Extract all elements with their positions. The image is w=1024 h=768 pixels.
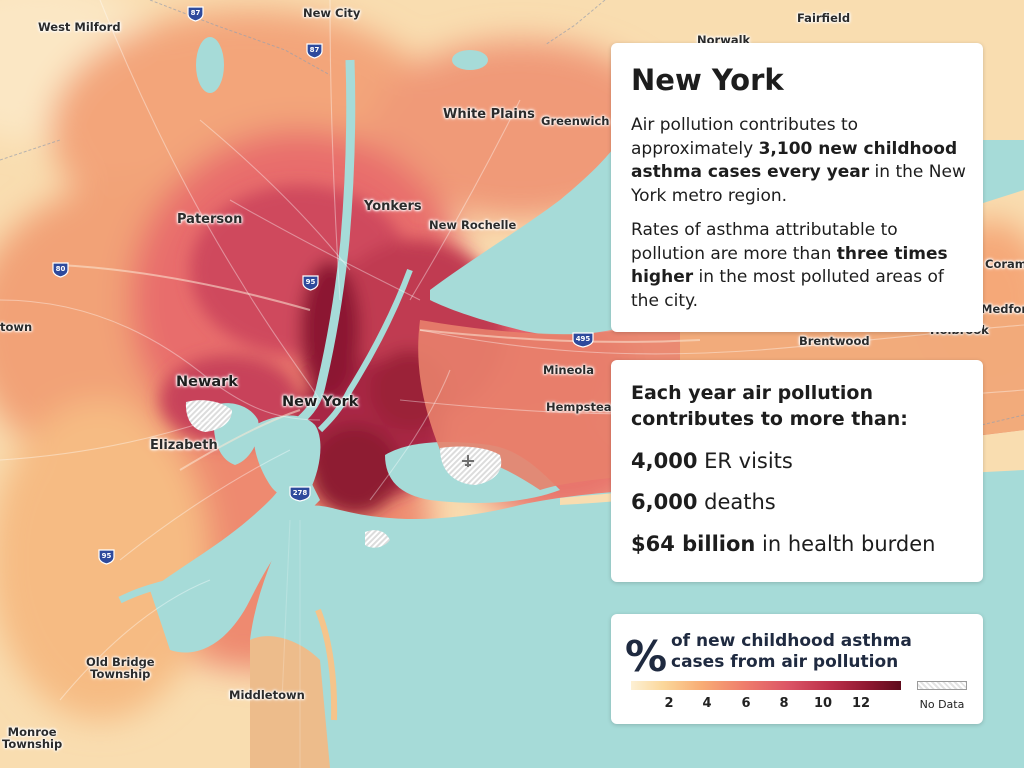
airport-icon xyxy=(462,455,474,467)
place-label-medford: Medford xyxy=(981,302,1024,316)
stat-health-burden: $64 billion in health burden xyxy=(631,532,936,556)
info-card: New York Air pollution contributes to ap… xyxy=(611,43,983,332)
legend-tick: 8 xyxy=(779,696,789,711)
highway-shield-icon: 87 xyxy=(187,5,204,22)
place-label-white-plains: White Plains xyxy=(443,107,535,122)
place-label-coram: Coram xyxy=(985,257,1024,271)
place-label-old-bridge: Old Bridge Township xyxy=(86,655,155,682)
legend-card: % of new childhood asthma cases from air… xyxy=(611,614,983,724)
no-data-swatch xyxy=(917,681,967,690)
sandy-hook xyxy=(315,608,338,721)
place-label-edge-town: town xyxy=(0,320,33,334)
info-paragraph-2: Rates of asthma attributable to pollutio… xyxy=(631,220,948,311)
place-label-west-milford: West Milford xyxy=(38,20,121,34)
legend-color-scale xyxy=(631,681,901,690)
highway-shield-icon: 95 xyxy=(302,274,319,291)
stat-er-visits: 4,000 ER visits xyxy=(631,449,793,473)
highway-shield-icon: 87 xyxy=(306,42,323,59)
legend-description: of new childhood asthma cases from air p… xyxy=(671,631,912,672)
place-label-monroe: Monroe Township xyxy=(2,725,63,752)
stats-heading: Each year air pollution contributes to m… xyxy=(631,382,908,430)
place-label-mineola: Mineola xyxy=(543,363,594,377)
highway-shield-icon: 80 xyxy=(52,261,69,278)
raritan-river xyxy=(118,576,181,604)
legend-tick: 2 xyxy=(664,696,674,711)
legend-tick: 10 xyxy=(813,696,833,711)
reservoir xyxy=(196,37,224,93)
place-label-brentwood: Brentwood xyxy=(799,334,870,348)
place-label-new-rochelle: New Rochelle xyxy=(429,218,517,232)
highway-shield-icon: 95 xyxy=(98,548,115,565)
no-data-label: No Data xyxy=(919,698,965,711)
upper-bay xyxy=(253,415,321,497)
place-label-new-city: New City xyxy=(303,6,361,20)
legend-tick: 6 xyxy=(741,696,751,711)
card-title: New York xyxy=(631,63,784,97)
place-label-middletown: Middletown xyxy=(229,688,305,702)
place-label-yonkers: Yonkers xyxy=(364,199,422,214)
stats-card: Each year air pollution contributes to m… xyxy=(611,360,983,582)
east-river xyxy=(317,268,413,433)
place-label-greenwich: Greenwich xyxy=(541,114,610,128)
major-roads xyxy=(59,264,701,471)
boundaries xyxy=(0,0,1024,431)
reservoir xyxy=(452,50,488,70)
place-label-paterson: Paterson xyxy=(177,212,243,227)
no-data-area xyxy=(185,400,232,432)
highway-shield-icon: 278 xyxy=(289,485,311,502)
stat-deaths: 6,000 deaths xyxy=(631,490,776,514)
legend-tick: 12 xyxy=(851,696,871,711)
lower-bay xyxy=(150,460,320,653)
place-label-newark: Newark xyxy=(176,374,238,390)
no-data-area xyxy=(365,530,390,548)
place-label-new-york: New York xyxy=(282,394,359,410)
hudson-river xyxy=(286,59,356,434)
place-label-hempstead: Hempstead xyxy=(546,400,620,414)
legend-tick: 4 xyxy=(702,696,712,711)
place-label-fairfield: Fairfield xyxy=(797,11,851,25)
info-paragraph-1: Air pollution contributes to approximate… xyxy=(631,115,966,206)
percent-symbol: % xyxy=(625,632,668,681)
highway-shield-icon: 495 xyxy=(572,331,594,348)
place-label-elizabeth: Elizabeth xyxy=(150,438,218,453)
nj-shore xyxy=(250,636,330,768)
